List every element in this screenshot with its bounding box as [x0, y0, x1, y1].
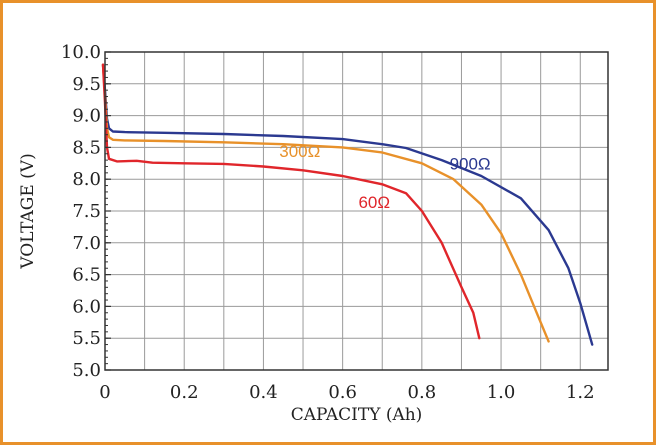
series-label: 60Ω — [358, 193, 390, 212]
y-tick-label: 6.5 — [72, 265, 101, 286]
series-line — [101, 63, 481, 340]
y-axis-title: VOLTAGE (V) — [18, 153, 38, 269]
y-tick-label: 10.0 — [61, 42, 101, 63]
series-lines — [101, 63, 594, 346]
x-axis-title: CAPACITY (Ah) — [291, 405, 423, 425]
axis-ticks: 0 0.2 0.4 0.6 0.8 1.0 1.2 5.0 5.5 6.0 6.5 7.0 7.5 8.0… — [61, 42, 595, 403]
series-label: 900Ω — [450, 155, 491, 174]
y-tick-label: 7.0 — [72, 233, 101, 254]
y-tick-label: 7.5 — [72, 201, 101, 222]
y-tick-label: 6.0 — [72, 296, 101, 317]
x-tick-label: 1.2 — [566, 382, 595, 403]
series-line — [101, 63, 594, 346]
y-tick-label: 8.0 — [72, 169, 101, 190]
series-label: 300Ω — [279, 142, 320, 161]
x-tick-label: 0.2 — [170, 382, 199, 403]
x-tick-label: 1.0 — [487, 382, 516, 403]
x-tick-label: 0.8 — [408, 382, 437, 403]
y-tick-label: 9.5 — [72, 74, 101, 95]
series-labels: 900Ω 300Ω 60Ω — [279, 142, 490, 212]
y-tick-label: 5.0 — [72, 360, 101, 381]
y-tick-label: 8.5 — [72, 137, 101, 158]
y-tick-label: 9.0 — [72, 106, 101, 127]
x-tick-label: 0 — [99, 382, 110, 403]
series-line — [101, 63, 550, 343]
x-tick-label: 0.4 — [249, 382, 278, 403]
x-tick-label: 0.6 — [328, 382, 357, 403]
y-tick-label: 5.5 — [72, 328, 101, 349]
